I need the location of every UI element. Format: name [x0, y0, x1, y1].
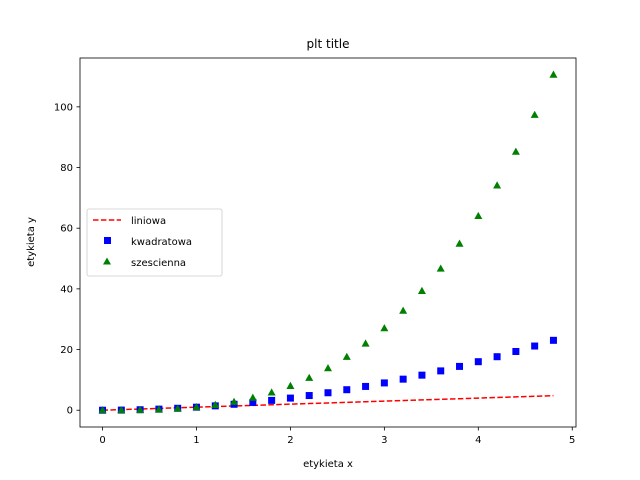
data-point-kwadratowa — [249, 398, 257, 406]
data-point-szescienna — [154, 405, 163, 413]
data-point-szescienna — [530, 110, 539, 118]
data-point-kwadratowa — [456, 362, 464, 370]
data-point-kwadratowa — [324, 389, 332, 397]
data-point-kwadratowa — [399, 375, 407, 383]
data-point-szescienna — [211, 400, 220, 408]
x-tick-label: 0 — [99, 435, 105, 446]
legend-box — [86, 208, 223, 277]
data-point-szescienna — [248, 393, 257, 401]
legend-label-kwadratowa: kwadratowa — [131, 237, 192, 248]
data-point-szescienna — [493, 181, 502, 189]
data-point-szescienna — [511, 147, 520, 155]
legend-marker-szescienna — [103, 257, 111, 265]
data-point-kwadratowa — [549, 336, 557, 344]
legend-label-liniowa: liniowa — [131, 216, 166, 227]
y-axis-ticks: 0 20 40 60 80 100 — [54, 102, 80, 417]
legend: liniowa kwadratowa szescienna — [86, 208, 223, 277]
data-point-szescienna — [549, 70, 558, 78]
y-tick-label: 40 — [60, 284, 73, 295]
y-tick-label: 20 — [60, 345, 73, 356]
data-point-szescienna — [136, 405, 145, 414]
data-point-szescienna — [267, 388, 276, 396]
y-axis-label: etykieta y — [26, 217, 37, 267]
data-point-szescienna — [192, 402, 201, 411]
data-point-szescienna — [305, 373, 314, 381]
x-axis-label: etykieta x — [303, 459, 353, 470]
data-point-kwadratowa — [418, 371, 426, 379]
data-point-szescienna — [417, 286, 426, 294]
data-point-szescienna — [173, 404, 182, 412]
data-point-szescienna — [98, 406, 107, 414]
data-point-szescienna — [324, 364, 332, 372]
data-point-kwadratowa — [362, 382, 370, 390]
data-point-kwadratowa — [343, 386, 351, 394]
data-point-szescienna — [286, 381, 295, 389]
y-tick-label: 80 — [60, 163, 73, 174]
data-point-kwadratowa — [286, 394, 294, 402]
x-tick-label: 5 — [569, 435, 575, 446]
data-point-kwadratowa — [493, 353, 501, 361]
data-point-kwadratowa — [437, 367, 445, 375]
data-point-szescienna — [361, 339, 370, 347]
data-point-szescienna — [380, 324, 389, 332]
data-point-szescienna — [436, 264, 445, 272]
x-tick-label: 3 — [381, 435, 387, 446]
data-point-szescienna — [117, 405, 126, 414]
y-tick-label: 100 — [54, 102, 73, 113]
data-point-szescienna — [342, 352, 351, 360]
x-tick-label: 2 — [287, 435, 293, 446]
x-axis-ticks: 0 1 2 3 4 5 — [99, 427, 575, 446]
data-point-kwadratowa — [268, 396, 276, 404]
data-point-kwadratowa — [474, 358, 482, 366]
data-point-szescienna — [474, 211, 483, 220]
plot-frame — [79, 57, 577, 428]
data-point-kwadratowa — [380, 379, 388, 387]
data-point-kwadratowa — [531, 342, 539, 350]
x-tick-label: 1 — [193, 435, 199, 446]
y-tick-label: 0 — [67, 406, 73, 417]
data-point-szescienna — [230, 397, 239, 405]
series-layer — [98, 70, 558, 414]
data-point-kwadratowa — [512, 347, 520, 355]
legend-label-szescienna: szescienna — [131, 258, 186, 269]
data-point-szescienna — [455, 239, 464, 247]
chart-title: plt title — [307, 37, 350, 51]
legend-marker-kwadratowa — [104, 237, 111, 244]
data-point-kwadratowa — [305, 392, 313, 400]
y-tick-label: 60 — [60, 224, 73, 235]
x-tick-label: 4 — [475, 435, 481, 446]
data-point-szescienna — [399, 306, 408, 314]
